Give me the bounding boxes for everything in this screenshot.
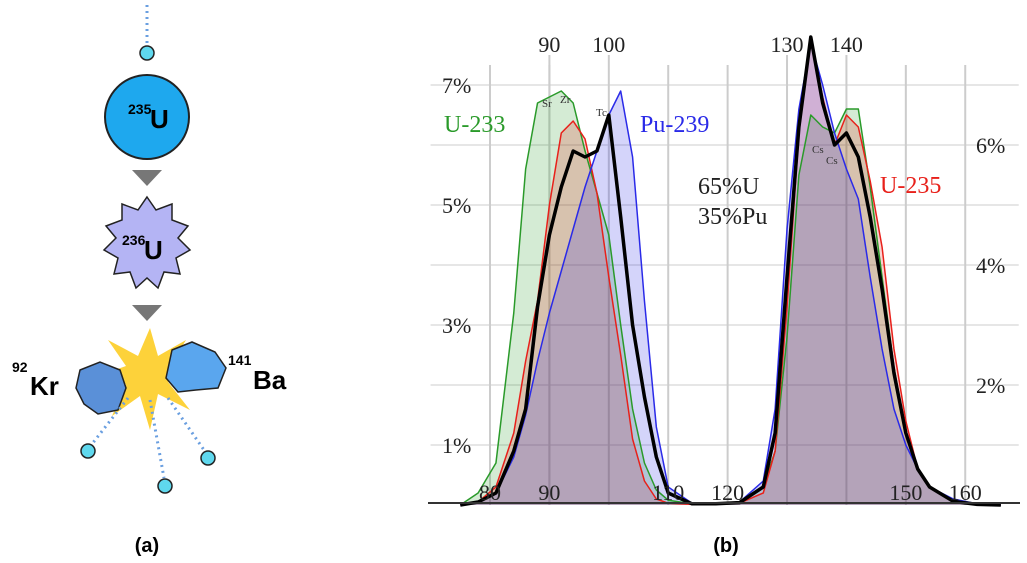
uranium-236: [102, 195, 192, 290]
barium-fragment: [165, 341, 227, 393]
y-tick-label: 3%: [442, 313, 471, 338]
y2-tick-label: 6%: [976, 133, 1005, 158]
series-label: U-235: [880, 173, 941, 199]
mass-number: 236: [122, 232, 146, 248]
x-tick-label: 90: [538, 480, 560, 505]
mass-number: 141: [228, 352, 252, 368]
x-tick-label: 120: [711, 480, 744, 505]
annotation: Cs: [812, 144, 824, 156]
neutron: [80, 443, 96, 459]
x-tick-label: 140: [830, 32, 863, 57]
annotation: Tc: [596, 107, 607, 119]
series-label: 65%U 35%Pu: [698, 174, 768, 230]
caption: (b): [713, 535, 739, 557]
x-tick-label: 130: [771, 32, 804, 57]
x-tick-label: 110: [652, 480, 684, 505]
krypton-fragment: [75, 361, 127, 415]
fission-diagram: 235 U 236 U 92 Kr 141 Ba: [12, 5, 287, 494]
y2-tick-label: 2%: [976, 373, 1005, 398]
series-label: Pu-239: [640, 112, 709, 138]
annotation: Zr: [560, 94, 571, 106]
x-tick-label: 80: [479, 480, 501, 505]
neutron: [157, 478, 173, 494]
annotation: Cs: [826, 155, 838, 167]
x-tick-label: 100: [592, 32, 625, 57]
yield-chart: 1% 3% 5% 7% 2% 4% 6% 80 90 110 120 150 160 90 100 130 14…: [428, 32, 1020, 507]
arrow: [132, 305, 162, 321]
mass-number: 235: [128, 101, 152, 117]
uranium-235: [104, 74, 190, 160]
x-tick-label: 160: [949, 480, 982, 505]
series-label: U-233: [444, 112, 505, 138]
element-symbol: U: [144, 235, 163, 265]
arrow: [132, 170, 162, 186]
series-area: [460, 43, 1001, 505]
element-symbol: U: [150, 104, 169, 134]
element-symbol: Ba: [253, 365, 287, 395]
neutron: [139, 45, 155, 61]
caption: (a): [135, 535, 159, 557]
y-tick-label: 5%: [442, 193, 471, 218]
y2-tick-label: 4%: [976, 253, 1005, 278]
series-area: [460, 37, 1001, 505]
element-symbol: Kr: [30, 371, 59, 401]
annotation: Sr: [542, 98, 552, 110]
x-tick-label: 90: [538, 32, 560, 57]
mass-number: 92: [12, 359, 28, 375]
y-tick-label: 1%: [442, 433, 471, 458]
x-tick-label: 150: [889, 480, 922, 505]
neutron-paths: [90, 397, 206, 479]
y-tick-label: 7%: [442, 73, 471, 98]
neutron: [200, 450, 216, 466]
